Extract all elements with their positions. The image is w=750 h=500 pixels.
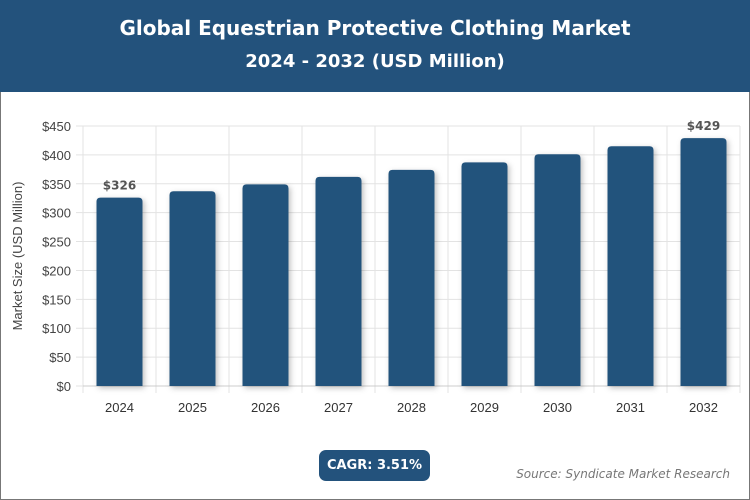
chart-header: Global Equestrian Protective Clothing Ma… xyxy=(0,0,750,92)
data-label: $429 xyxy=(687,119,720,133)
x-tick-label: 2030 xyxy=(543,400,572,415)
y-tick-label: $0 xyxy=(57,379,71,394)
y-tick-label: $150 xyxy=(42,292,71,307)
y-tick-label: $100 xyxy=(42,321,71,336)
bar-2028 xyxy=(388,169,435,386)
x-tick-label: 2026 xyxy=(251,400,280,415)
y-tick-label: $450 xyxy=(42,119,71,134)
bar-2030 xyxy=(534,154,581,386)
x-tick-label: 2025 xyxy=(178,400,207,415)
bar-2026 xyxy=(242,184,289,386)
x-tick-label: 2031 xyxy=(616,400,645,415)
bar-2032 xyxy=(680,138,727,386)
x-tick-label: 2032 xyxy=(689,400,718,415)
x-tick-label: 2024 xyxy=(105,400,134,415)
y-tick-label: $200 xyxy=(42,263,71,278)
y-tick-label: $350 xyxy=(42,177,71,192)
bar-2027 xyxy=(315,176,362,386)
bar-2029 xyxy=(461,162,508,386)
bar-2031 xyxy=(607,146,654,386)
bar-2025 xyxy=(169,191,216,386)
y-axis-title: Market Size (USD Million) xyxy=(10,182,25,331)
source-note: Source: Syndicate Market Research xyxy=(516,467,730,481)
chart-subtitle: 2024 - 2032 (USD Million) xyxy=(245,51,505,72)
y-tick-label: $250 xyxy=(42,235,71,250)
y-tick-label: $50 xyxy=(49,350,71,365)
y-tick-label: $400 xyxy=(42,148,71,163)
data-label: $326 xyxy=(103,179,136,193)
bar-2024 xyxy=(96,197,143,386)
chart-title: Global Equestrian Protective Clothing Ma… xyxy=(119,16,631,40)
x-tick-label: 2027 xyxy=(324,400,353,415)
y-tick-label: $300 xyxy=(42,206,71,221)
x-tick-label: 2028 xyxy=(397,400,426,415)
x-tick-label: 2029 xyxy=(470,400,499,415)
cagr-badge: CAGR: 3.51% xyxy=(319,450,430,481)
